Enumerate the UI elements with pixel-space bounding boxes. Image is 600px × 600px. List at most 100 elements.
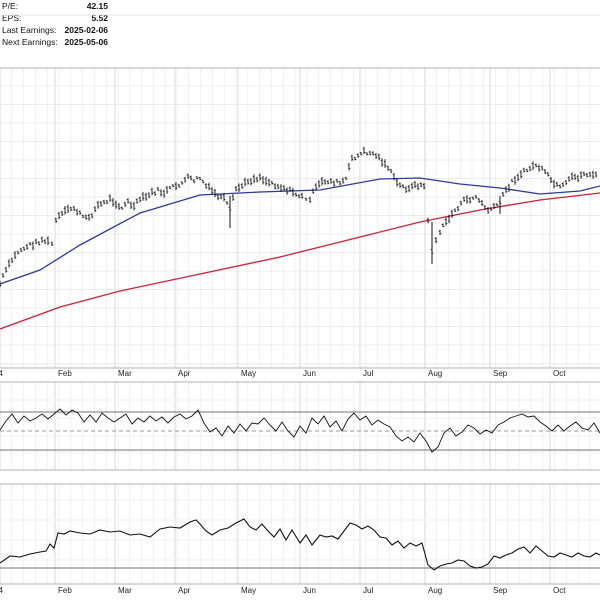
ohlc-bar — [204, 183, 208, 189]
ohlc-bar — [37, 241, 41, 246]
ohlc-bar — [174, 182, 178, 191]
ohlc-bar — [147, 192, 151, 199]
ohlc-bar — [468, 196, 472, 204]
x-tick-label-indicator: Aug — [428, 586, 442, 595]
ohlc-bar — [231, 194, 235, 201]
ohlc-bar — [576, 175, 580, 183]
ohlc-bar — [207, 182, 211, 191]
ohlc-bar — [102, 199, 106, 205]
x-tick-label-price: Mar — [118, 369, 132, 378]
ohlc-bar — [264, 176, 268, 186]
ohlc-bar — [326, 180, 330, 185]
x-tick-label-price: 24 — [0, 369, 3, 378]
ohlc-bar — [99, 201, 103, 207]
ohlc-bar — [7, 259, 11, 268]
ohlc-bar — [389, 168, 393, 173]
ohlc-bar — [237, 183, 241, 192]
ohlc-bar — [273, 183, 277, 190]
ohlc-bar — [243, 177, 247, 187]
ohlc-bar — [93, 206, 97, 213]
x-tick-label-price: Aug — [428, 369, 442, 378]
pe-value: 42.15 — [86, 1, 108, 11]
ohlc-bar — [4, 266, 8, 273]
ohlc-bar — [192, 179, 196, 184]
ohlc-bar — [377, 153, 381, 161]
ohlc-bar — [267, 178, 271, 187]
ohlc-bar — [591, 170, 595, 179]
x-tick-label-price: Apr — [178, 369, 191, 378]
ohlc-bar — [362, 146, 366, 155]
ohlc-bar — [141, 191, 145, 201]
ohlc-bar — [314, 183, 318, 191]
ohlc-bar — [270, 181, 274, 185]
ohlc-bar — [123, 201, 127, 207]
ohlc-bar — [374, 153, 378, 159]
ohlc-bar — [483, 205, 487, 210]
ohlc-bar — [486, 206, 490, 214]
ohlc-bar — [81, 214, 85, 219]
ohlc-bar — [392, 172, 396, 181]
x-tick-label-indicator: Sep — [493, 586, 508, 595]
ohlc-bar — [1, 273, 5, 278]
ohlc-bar — [419, 182, 423, 188]
ohlc-bar — [474, 194, 478, 199]
ohlc-bar — [380, 158, 384, 167]
ohlc-bar — [401, 184, 405, 189]
ohlc-bar — [117, 203, 121, 210]
last-earnings-row: Last Earnings: 2025-02-06 — [2, 25, 108, 36]
ohlc-bar — [249, 178, 253, 186]
ohlc-bar — [546, 172, 550, 177]
ohlc-bar — [477, 198, 481, 203]
ohlc-bar — [132, 201, 136, 211]
ohlc-bar — [50, 241, 54, 246]
ohlc-bar — [16, 250, 20, 255]
last-earnings-value: 2025-02-06 — [64, 25, 108, 35]
ohlc-bar — [183, 176, 187, 183]
ohlc-bar — [335, 178, 339, 183]
ohlc-bar — [258, 173, 262, 181]
ohlc-bar — [528, 165, 532, 172]
ohlc-bar — [561, 182, 565, 188]
ohlc-bar — [0, 280, 2, 288]
ohlc-bar — [344, 176, 348, 180]
ohlc-bar — [189, 175, 193, 181]
ohlc-bar — [300, 192, 304, 199]
ohlc-bar — [558, 184, 562, 189]
ma-long-line — [0, 192, 600, 330]
ohlc-bar — [368, 150, 372, 156]
ohlc-bar — [410, 182, 414, 190]
ohlc-bar — [338, 180, 342, 186]
ohlc-bar — [534, 163, 538, 168]
ohlc-bar — [540, 165, 544, 171]
ohlc-bar — [43, 239, 47, 244]
ohlc-bar — [294, 192, 298, 197]
indicator-line — [0, 518, 600, 571]
ohlc-bar — [120, 206, 124, 210]
ohlc-bar — [525, 168, 529, 173]
ohlc-bar — [459, 200, 463, 206]
ohlc-bar — [195, 176, 199, 180]
ohlc-bar — [516, 173, 520, 182]
ohlc-bar — [356, 153, 360, 158]
ohlc-bar — [210, 187, 214, 195]
ohlc-bar — [570, 172, 574, 181]
ohlc-bar — [434, 237, 438, 244]
next-earnings-value: 2025-05-06 — [64, 37, 108, 47]
x-tick-label-price: Feb — [58, 369, 72, 378]
x-tick-label-price: Jul — [363, 369, 373, 378]
ohlc-bar — [46, 236, 50, 246]
ohlc-bar — [564, 180, 568, 185]
ohlc-bar — [198, 176, 202, 181]
ohlc-bar — [332, 180, 336, 187]
ohlc-bar — [519, 170, 523, 179]
ohlc-bar — [471, 196, 475, 200]
ohlc-bar — [288, 186, 292, 192]
x-tick-label-indicator: Jun — [303, 586, 316, 595]
ohlc-bar — [84, 214, 88, 220]
ohlc-bar — [552, 179, 556, 189]
x-tick-label-indicator: Feb — [58, 586, 72, 595]
ohlc-bar — [438, 229, 442, 236]
ohlc-bar — [444, 217, 448, 226]
ohlc-bar — [398, 182, 402, 188]
